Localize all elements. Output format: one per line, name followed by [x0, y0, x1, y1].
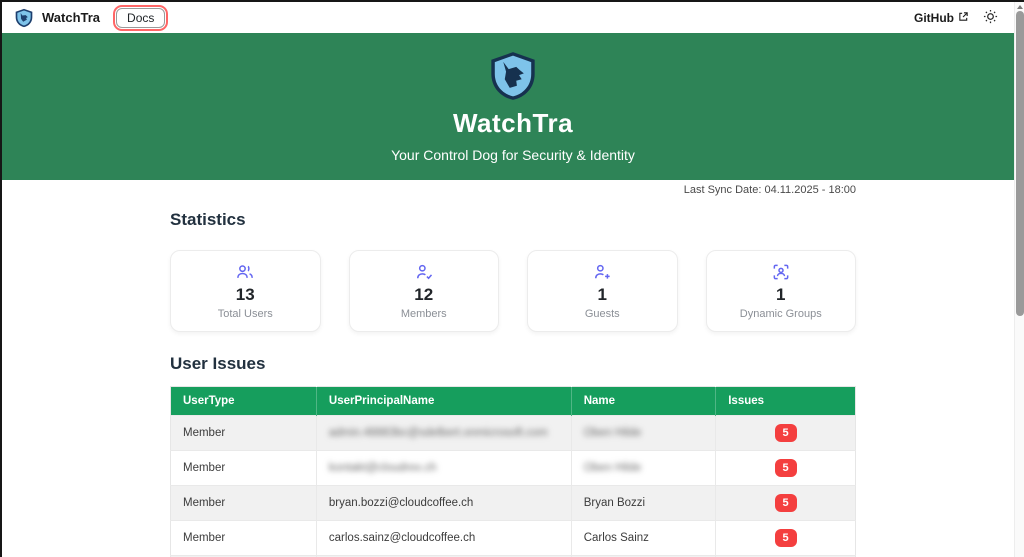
- user-issues-heading: User Issues: [170, 354, 266, 373]
- cell-userprincipalname: carlos.sainz@cloudcoffee.ch: [316, 520, 572, 556]
- last-sync-date: Last Sync Date: 04.11.2025 - 18:00: [683, 184, 856, 196]
- cell-name: Charles Leclerc: [571, 555, 717, 557]
- user-issues-table: UserType UserPrincipalName Name Issues M…: [170, 386, 856, 557]
- cell-issues: 5: [715, 555, 856, 557]
- hero-subtitle: Your Control Dog for Security & Identity: [391, 147, 635, 163]
- cell-issues: 5: [715, 450, 856, 486]
- group-scan-icon: [771, 262, 791, 282]
- user-check-icon: [414, 262, 434, 282]
- statistics-heading: Statistics: [170, 210, 246, 229]
- stat-value: 12: [414, 285, 434, 304]
- cell-usertype: Member: [170, 485, 317, 521]
- issues-count-badge[interactable]: 5: [774, 459, 797, 477]
- stat-label: Dynamic Groups: [739, 308, 822, 320]
- statistics-cards: 13 Total Users 12 Members 1 Guests 1 Dyn…: [170, 250, 856, 332]
- table-header-row: UserType UserPrincipalName Name Issues: [170, 386, 856, 416]
- stat-value: 13: [235, 285, 255, 304]
- watchtra-logo-icon: [14, 8, 34, 28]
- stat-value: 1: [597, 285, 607, 304]
- cell-name: Bryan Bozzi: [571, 485, 717, 521]
- stat-card: 13 Total Users: [170, 250, 321, 332]
- cell-usertype: Member: [170, 450, 317, 486]
- stat-card: 1 Dynamic Groups: [705, 250, 856, 332]
- github-link-label: GitHub: [914, 10, 954, 25]
- table-row[interactable]: Member charles.leclerc@cloudcoffee.ch Ch…: [170, 555, 856, 557]
- table-row[interactable]: Member admin.48883bc@sdelbert.onmicrosof…: [170, 415, 856, 451]
- external-link-icon: [958, 11, 969, 25]
- stat-card: 12 Members: [348, 250, 499, 332]
- cell-name: Oben Hilde: [571, 415, 717, 451]
- github-link[interactable]: GitHub: [914, 11, 969, 25]
- column-header-userprincipalname[interactable]: UserPrincipalName: [316, 386, 572, 416]
- cell-issues: 5: [715, 520, 856, 556]
- stat-label: Members: [400, 308, 447, 320]
- issues-count-badge[interactable]: 5: [774, 494, 797, 512]
- issues-count-badge[interactable]: 5: [774, 424, 797, 442]
- users-icon: [235, 262, 255, 282]
- cell-userprincipalname: kontakt@cloudrex.ch: [316, 450, 572, 486]
- table-row[interactable]: Member carlos.sainz@cloudcoffee.ch Carlo…: [170, 520, 856, 556]
- brand-name: WatchTra: [42, 10, 101, 25]
- table-row[interactable]: Member bryan.bozzi@cloudcoffee.ch Bryan …: [170, 485, 856, 521]
- cell-name: Carlos Sainz: [571, 520, 717, 556]
- cell-usertype: Member: [170, 555, 317, 557]
- sun-icon: [983, 9, 998, 27]
- user-plus-icon: [592, 262, 612, 282]
- column-header-issues[interactable]: Issues: [715, 386, 856, 416]
- main-content: Last Sync Date: 04.11.2025 - 18:00 Stati…: [170, 184, 856, 557]
- cell-usertype: Member: [170, 520, 317, 556]
- cell-userprincipalname: bryan.bozzi@cloudcoffee.ch: [316, 485, 572, 521]
- scrollbar-up-arrow[interactable]: [1017, 5, 1023, 9]
- cell-userprincipalname: admin.48883bc@sdelbert.onmicrosoft.com: [316, 415, 572, 451]
- stat-label: Guests: [584, 308, 620, 320]
- top-navbar: WatchTra Docs GitHub: [2, 2, 1024, 33]
- vertical-scrollbar[interactable]: [1014, 2, 1024, 557]
- cell-issues: 5: [715, 485, 856, 521]
- stat-label: Total Users: [217, 308, 273, 320]
- column-header-name[interactable]: Name: [571, 386, 717, 416]
- issues-count-badge[interactable]: 5: [774, 529, 797, 547]
- cell-userprincipalname: charles.leclerc@cloudcoffee.ch: [316, 555, 572, 557]
- cell-usertype: Member: [170, 415, 317, 451]
- hero-banner: WatchTra Your Control Dog for Security &…: [2, 33, 1024, 180]
- column-header-usertype[interactable]: UserType: [170, 386, 317, 416]
- docs-button[interactable]: Docs: [113, 4, 169, 31]
- scrollbar-thumb[interactable]: [1016, 11, 1024, 316]
- hero-title: WatchTra: [452, 108, 574, 138]
- cell-name: Oben Hilde: [571, 450, 717, 486]
- cell-issues: 5: [715, 415, 856, 451]
- theme-toggle-button[interactable]: [983, 9, 998, 27]
- stat-value: 1: [776, 285, 786, 304]
- hero-shield-dog-icon: [487, 50, 539, 102]
- table-row[interactable]: Member kontakt@cloudrex.ch Oben Hilde 5: [170, 450, 856, 486]
- stat-card: 1 Guests: [527, 250, 678, 332]
